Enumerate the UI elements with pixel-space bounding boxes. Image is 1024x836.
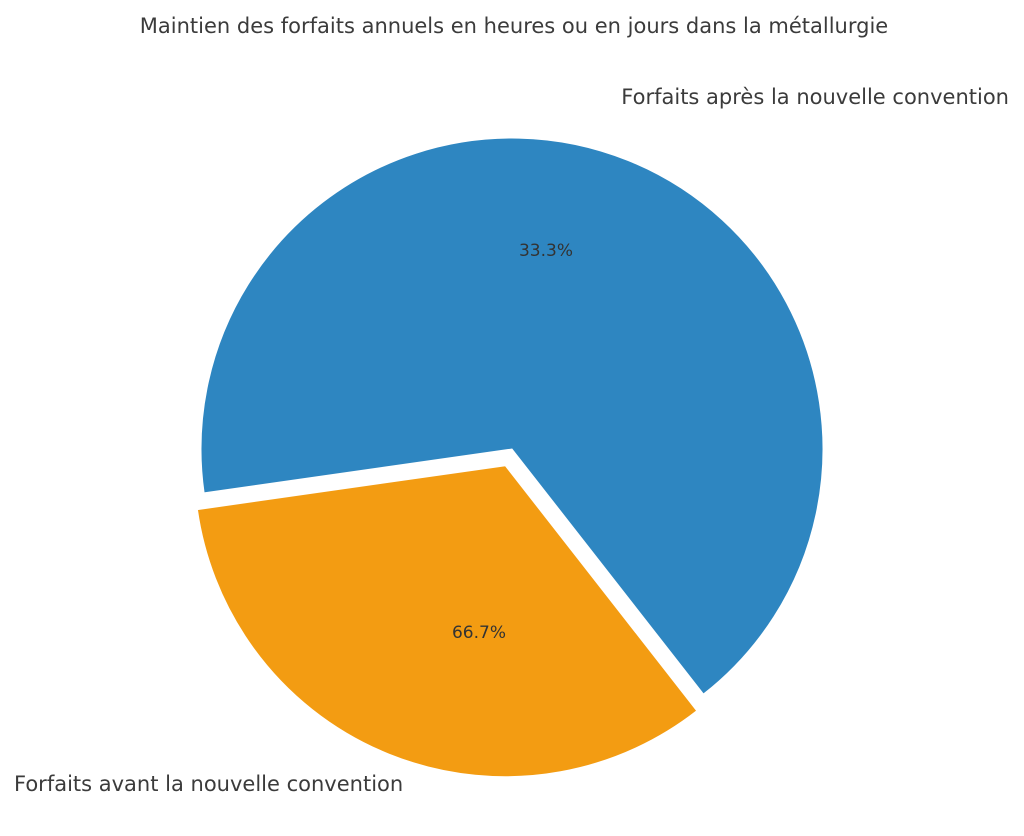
pct-label-before: 66.7%: [452, 623, 506, 643]
pie-slice-before: [200, 137, 824, 695]
pie-slices: [196, 137, 824, 778]
pie-slice-after: [196, 465, 698, 778]
pct-label-after: 33.3%: [519, 241, 573, 261]
slice-label-before: Forfaits avant la nouvelle convention: [14, 772, 403, 796]
chart-title: Maintien des forfaits annuels en heures …: [140, 14, 888, 38]
slice-label-after: Forfaits après la nouvelle convention: [621, 85, 1009, 109]
